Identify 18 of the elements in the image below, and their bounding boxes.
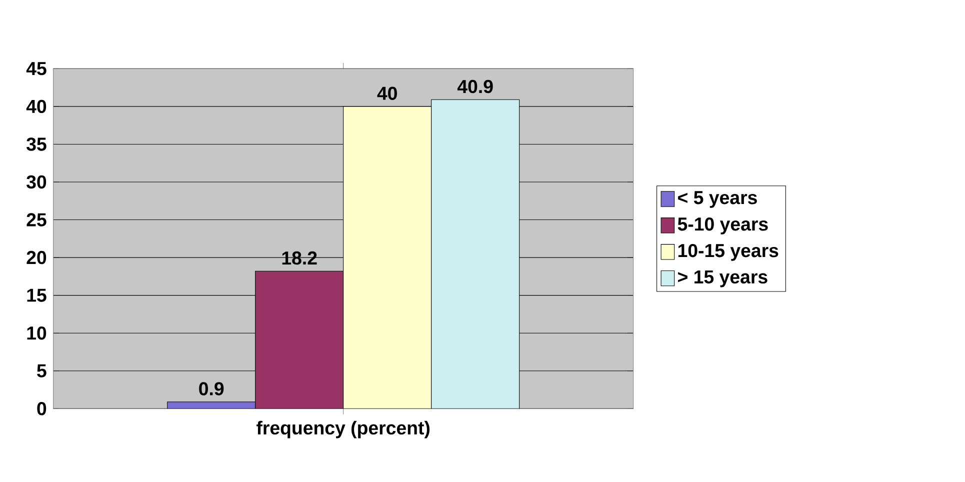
y-tick-label: 35: [26, 138, 46, 151]
y-tick-label: 40: [26, 100, 46, 114]
x-tick-label: frequency (percent): [256, 420, 430, 438]
y-tick-label: 30: [26, 175, 46, 189]
y-tick-label: 10: [27, 326, 46, 340]
y-tick-label: 5: [37, 364, 46, 378]
legend-label: 5-10 years: [678, 217, 768, 234]
y-tick-label: 0: [37, 402, 46, 416]
legend-label: > 15 years: [678, 270, 768, 288]
data-label: 0.9: [199, 382, 224, 396]
legend-label: 10-15 years: [678, 244, 778, 261]
y-tick-label: 25: [26, 213, 46, 226]
data-label: 40: [377, 86, 397, 100]
y-tick-label: 20: [26, 250, 46, 264]
y-tick-label: 15: [27, 288, 46, 302]
legend-label: < 5 years: [678, 191, 757, 208]
data-label: 40.9: [457, 80, 493, 94]
y-tick-label: 45: [26, 62, 46, 76]
